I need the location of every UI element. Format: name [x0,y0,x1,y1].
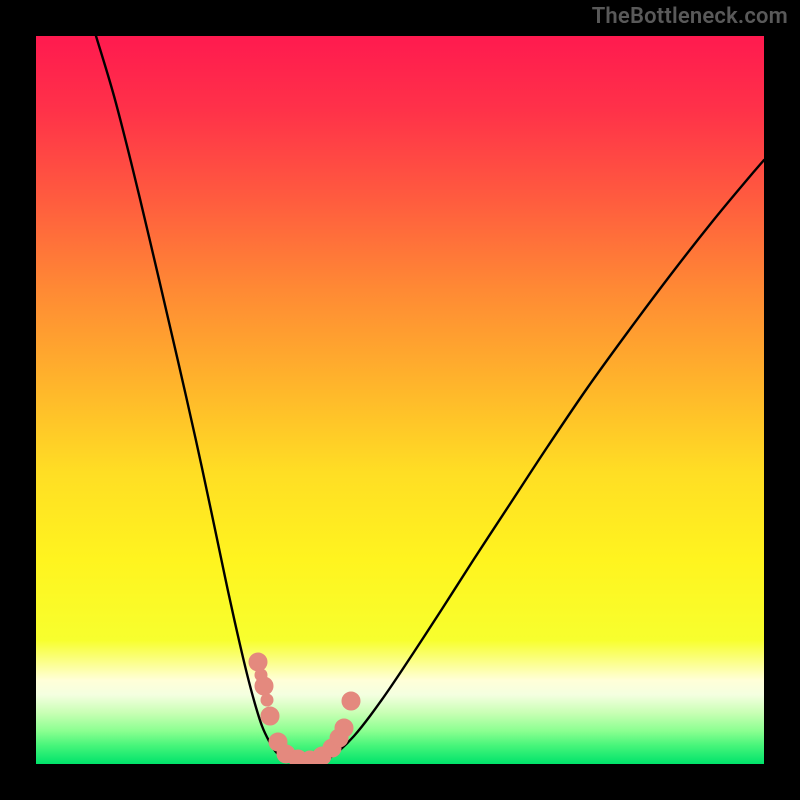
watermark-text: TheBottleneck.com [592,4,788,29]
data-marker [255,677,273,695]
gradient-background [36,36,764,764]
data-marker [249,653,267,671]
data-marker [342,692,360,710]
plot-area [36,36,764,764]
chart-frame: TheBottleneck.com [0,0,800,800]
data-marker [261,694,273,706]
data-marker [335,719,353,737]
chart-svg [36,36,764,764]
data-marker [261,707,279,725]
